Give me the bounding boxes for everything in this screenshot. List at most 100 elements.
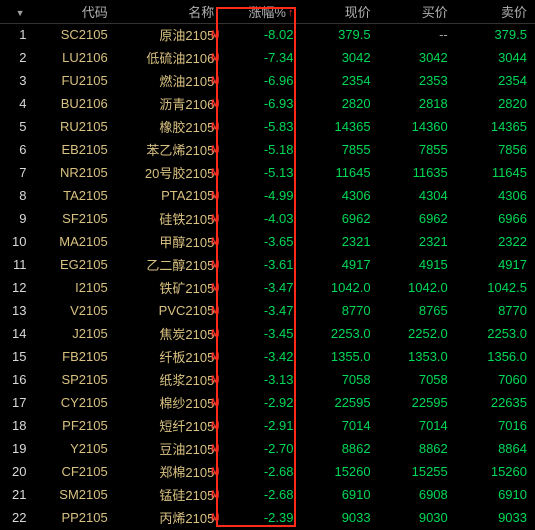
cell-ask: 2820 bbox=[456, 92, 535, 115]
cell-name: PVC2105M bbox=[116, 299, 223, 322]
cell-index: 10 bbox=[0, 230, 35, 253]
table-body: 1SC2105原油2105M-8.02379.5--379.52LU2106低硫… bbox=[0, 23, 535, 529]
table-row[interactable]: 2LU2106低硫油2106M-7.34304230423044 bbox=[0, 46, 535, 69]
table-row[interactable]: 13V2105PVC2105M-3.47877087658770 bbox=[0, 299, 535, 322]
cell-ask: 3044 bbox=[456, 46, 535, 69]
cell-index: 18 bbox=[0, 414, 35, 437]
table-row[interactable]: 4BU2106沥青2106M-6.93282028182820 bbox=[0, 92, 535, 115]
cell-price: 2354 bbox=[301, 69, 378, 92]
cell-ask: 11645 bbox=[456, 161, 535, 184]
cell-bid: 2353 bbox=[379, 69, 456, 92]
cell-name: 豆油2105M bbox=[116, 437, 223, 460]
table-row[interactable]: 11EG2105乙二醇2105M-3.61491749154917 bbox=[0, 253, 535, 276]
cell-index: 7 bbox=[0, 161, 35, 184]
cell-name: 原油2105M bbox=[116, 23, 223, 46]
table-row[interactable]: 1SC2105原油2105M-8.02379.5--379.5 bbox=[0, 23, 535, 46]
table-row[interactable]: 18PF2105短纤2105M-2.91701470147016 bbox=[0, 414, 535, 437]
futures-table: ▼ 代码 名称 涨幅%↑ 现价 买价 卖价 1SC2105原油2105M-8.0… bbox=[0, 0, 535, 529]
cell-bid: 6908 bbox=[379, 483, 456, 506]
m-badge: M bbox=[211, 282, 219, 293]
cell-name: 纤板2105M bbox=[116, 345, 223, 368]
cell-code: PP2105 bbox=[35, 506, 116, 529]
cell-ask: 7016 bbox=[456, 414, 535, 437]
table-row[interactable]: 16SP2105纸浆2105M-3.13705870587060 bbox=[0, 368, 535, 391]
table-row[interactable]: 9SF2105硅铁2105M-4.03696269626966 bbox=[0, 207, 535, 230]
table-row[interactable]: 3FU2105燃油2105M-6.96235423532354 bbox=[0, 69, 535, 92]
cell-index: 1 bbox=[0, 23, 35, 46]
cell-ask: 1042.5 bbox=[456, 276, 535, 299]
cell-name: 20号胶2105M bbox=[116, 161, 223, 184]
cell-name: 燃油2105M bbox=[116, 69, 223, 92]
cell-index: 13 bbox=[0, 299, 35, 322]
cell-code: NR2105 bbox=[35, 161, 116, 184]
cell-ask: 1356.0 bbox=[456, 345, 535, 368]
m-badge: M bbox=[211, 512, 219, 523]
cell-code: FB2105 bbox=[35, 345, 116, 368]
table-row[interactable]: 8TA2105PTA2105M-4.99430643044306 bbox=[0, 184, 535, 207]
table-row[interactable]: 14J2105焦炭2105M-3.452253.02252.02253.0 bbox=[0, 322, 535, 345]
header-price[interactable]: 现价 bbox=[301, 0, 378, 23]
cell-pct: -4.03 bbox=[222, 207, 301, 230]
cell-price: 3042 bbox=[301, 46, 378, 69]
table-row[interactable]: 15FB2105纤板2105M-3.421355.01353.01356.0 bbox=[0, 345, 535, 368]
cell-price: 2820 bbox=[301, 92, 378, 115]
cell-name: 郑棉2105M bbox=[116, 460, 223, 483]
cell-bid: 8765 bbox=[379, 299, 456, 322]
table-row[interactable]: 12I2105铁矿2105M-3.471042.01042.01042.5 bbox=[0, 276, 535, 299]
cell-bid: -- bbox=[379, 23, 456, 46]
table-row[interactable]: 7NR210520号胶2105M-5.13116451163511645 bbox=[0, 161, 535, 184]
cell-ask: 6910 bbox=[456, 483, 535, 506]
header-index[interactable]: ▼ bbox=[0, 0, 35, 23]
m-badge: M bbox=[211, 190, 219, 201]
cell-index: 21 bbox=[0, 483, 35, 506]
cell-bid: 2252.0 bbox=[379, 322, 456, 345]
header-name[interactable]: 名称 bbox=[116, 0, 223, 23]
cell-bid: 1042.0 bbox=[379, 276, 456, 299]
table-row[interactable]: 5RU2105橡胶2105M-5.83143651436014365 bbox=[0, 115, 535, 138]
m-badge: M bbox=[211, 29, 219, 40]
cell-name: 橡胶2105M bbox=[116, 115, 223, 138]
header-pct-label: 涨幅% bbox=[248, 5, 286, 20]
cell-ask: 379.5 bbox=[456, 23, 535, 46]
m-badge: M bbox=[211, 374, 219, 385]
cell-price: 2253.0 bbox=[301, 322, 378, 345]
cell-ask: 15260 bbox=[456, 460, 535, 483]
cell-bid: 8862 bbox=[379, 437, 456, 460]
m-badge: M bbox=[211, 213, 219, 224]
cell-bid: 22595 bbox=[379, 391, 456, 414]
cell-bid: 9030 bbox=[379, 506, 456, 529]
cell-ask: 8864 bbox=[456, 437, 535, 460]
m-badge: M bbox=[211, 75, 219, 86]
cell-ask: 2354 bbox=[456, 69, 535, 92]
cell-index: 3 bbox=[0, 69, 35, 92]
cell-price: 379.5 bbox=[301, 23, 378, 46]
table-row[interactable]: 21SM2105锰硅2105M-2.68691069086910 bbox=[0, 483, 535, 506]
table-row[interactable]: 19Y2105豆油2105M-2.70886288628864 bbox=[0, 437, 535, 460]
cell-name: 沥青2106M bbox=[116, 92, 223, 115]
cell-price: 8862 bbox=[301, 437, 378, 460]
header-pct[interactable]: 涨幅%↑ bbox=[222, 0, 301, 23]
cell-bid: 11635 bbox=[379, 161, 456, 184]
table-row[interactable]: 20CF2105郑棉2105M-2.68152601525515260 bbox=[0, 460, 535, 483]
header-ask[interactable]: 卖价 bbox=[456, 0, 535, 23]
cell-code: V2105 bbox=[35, 299, 116, 322]
table-row[interactable]: 6EB2105苯乙烯2105M-5.18785578557856 bbox=[0, 138, 535, 161]
cell-price: 7855 bbox=[301, 138, 378, 161]
cell-bid: 6962 bbox=[379, 207, 456, 230]
cell-ask: 14365 bbox=[456, 115, 535, 138]
cell-name: 低硫油2106M bbox=[116, 46, 223, 69]
cell-code: I2105 bbox=[35, 276, 116, 299]
dropdown-icon: ▼ bbox=[16, 8, 25, 18]
m-badge: M bbox=[211, 328, 219, 339]
header-code[interactable]: 代码 bbox=[35, 0, 116, 23]
cell-pct: -2.68 bbox=[222, 483, 301, 506]
table-row[interactable]: 17CY2105棉纱2105M-2.92225952259522635 bbox=[0, 391, 535, 414]
table-row[interactable]: 22PP2105丙烯2105M-2.39903390309033 bbox=[0, 506, 535, 529]
cell-bid: 4304 bbox=[379, 184, 456, 207]
cell-pct: -2.68 bbox=[222, 460, 301, 483]
table-row[interactable]: 10MA2105甲醇2105M-3.65232123212322 bbox=[0, 230, 535, 253]
cell-name: 甲醇2105M bbox=[116, 230, 223, 253]
cell-pct: -6.96 bbox=[222, 69, 301, 92]
header-bid[interactable]: 买价 bbox=[379, 0, 456, 23]
m-badge: M bbox=[211, 443, 219, 454]
